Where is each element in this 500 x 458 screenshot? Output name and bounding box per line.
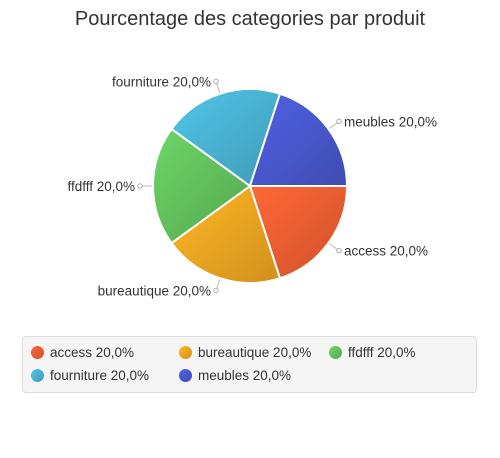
pie-slices	[152, 88, 349, 284]
slice-label-fourniture: fourniture 20,0%	[112, 74, 211, 89]
legend-dot-meubles-icon	[179, 369, 192, 382]
pie-slice-meubles[interactable]	[248, 92, 349, 187]
pie-labels: access 20,0% bureautique 20,0% ffdfff 20,0…	[67, 74, 437, 298]
legend-label-bureautique: bureautique 20,0%	[198, 345, 312, 360]
legend: access 20,0% bureautique 20,0% ffdfff 20…	[22, 336, 477, 393]
legend-dot-access-icon	[31, 346, 44, 359]
slice-label-access: access 20,0%	[344, 244, 428, 259]
legend-item-access[interactable]: access 20,0%	[31, 345, 134, 360]
pie-leader-lines	[137, 78, 342, 294]
legend-label-ffdfff: ffdfff 20,0%	[348, 345, 416, 360]
legend-item-ffdfff[interactable]: ffdfff 20,0%	[329, 345, 416, 360]
leader-dot-meubles	[336, 118, 342, 125]
legend-label-fourniture: fourniture 20,0%	[50, 368, 150, 383]
legend-label-meubles: meubles 20,0%	[198, 368, 292, 383]
legend-dot-ffdfff-icon	[329, 346, 342, 359]
legend-item-fourniture[interactable]: fourniture 20,0%	[31, 368, 149, 383]
leader-dot-fourniture	[213, 78, 219, 85]
legend-item-bureautique[interactable]: bureautique 20,0%	[179, 345, 311, 360]
leader-dot-ffdfff	[137, 183, 143, 189]
legend-dot-bureautique-icon	[179, 346, 192, 359]
pie-slice-bureautique[interactable]	[170, 184, 282, 284]
pie-slice-fourniture[interactable]	[170, 88, 282, 188]
slice-label-bureautique: bureautique 20,0%	[98, 284, 211, 299]
leader-dot-bureautique	[213, 287, 219, 294]
chart-title: Pourcentage des categories par produit	[74, 8, 426, 30]
pie-slice-access[interactable]	[248, 185, 349, 280]
legend-item-meubles[interactable]: meubles 20,0%	[179, 368, 291, 383]
legend-label-access: access 20,0%	[50, 345, 135, 360]
pie-slice-ffdfff[interactable]	[152, 127, 252, 245]
slice-label-ffdfff: ffdfff 20,0%	[67, 179, 135, 194]
leader-dot-access	[336, 247, 342, 254]
legend-dot-fourniture-icon	[31, 369, 44, 382]
slice-label-meubles: meubles 20,0%	[344, 114, 437, 129]
